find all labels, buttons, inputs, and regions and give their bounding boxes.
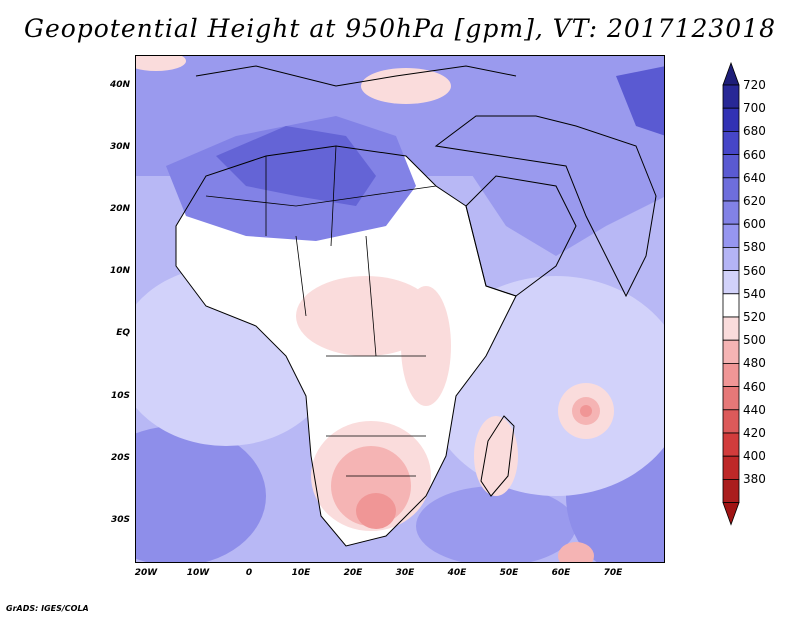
colorbar-swatch-480 — [722, 362, 740, 387]
lon-label-70e: 70E — [603, 568, 623, 578]
coastline-africa — [175, 145, 517, 547]
height-field-map — [136, 56, 664, 562]
lat-label-eq: EQ — [116, 328, 130, 338]
lon-label-50e: 50E — [499, 568, 519, 578]
lon-label-40e: 40E — [447, 568, 467, 578]
colorbar-swatch-680 — [722, 130, 740, 155]
colorbar-swatch-580 — [722, 246, 740, 271]
lat-label-10s: 10S — [110, 391, 130, 401]
asia-high — [456, 76, 664, 256]
lat-label-30n: 30N — [109, 142, 130, 152]
colorbar-swatch-640 — [722, 177, 740, 202]
colorbar-label-580: 580 — [743, 240, 766, 255]
lon-label-10e: 10E — [291, 568, 311, 578]
southern-africa-core — [356, 493, 396, 529]
colorbar-swatch-420 — [722, 432, 740, 457]
colorbar-label-680: 680 — [743, 124, 766, 139]
colorbar-label-640: 640 — [743, 170, 766, 185]
coastline-asia — [434, 115, 657, 298]
colorbar-label-420: 420 — [743, 426, 766, 440]
colorbar-label-380: 380 — [743, 472, 766, 487]
map-panel — [135, 55, 665, 563]
east-africa-warm — [401, 286, 451, 406]
colorbar-swatch-560 — [722, 270, 740, 295]
colorbar-label-440: 440 — [743, 402, 766, 417]
lat-label-30s: 30S — [110, 515, 130, 525]
lat-label-10n: 10N — [109, 266, 130, 276]
colorbar-label-600: 600 — [743, 217, 766, 232]
colorbar-top-arrow — [722, 61, 740, 86]
colorbar-label-480: 480 — [743, 356, 766, 371]
colorbar-swatch-500 — [722, 339, 740, 364]
colorbar-swatch-400 — [722, 455, 740, 480]
colorbar-label-500: 500 — [743, 333, 766, 348]
madagascar-warm — [474, 416, 518, 496]
colorbar-swatch-540 — [722, 293, 740, 318]
coastline-europe — [195, 65, 517, 87]
lon-label-20w: 20W — [134, 568, 158, 578]
colorbar-label-520: 520 — [743, 310, 766, 324]
colorbar-swatch-660 — [722, 154, 740, 179]
colorbar-label-400: 400 — [743, 449, 766, 464]
colorbar-swatch-440 — [722, 409, 740, 434]
map-title: Geopotential Height at 950hPa [gpm], VT:… — [23, 14, 777, 43]
south-indian-blob — [416, 486, 576, 562]
lon-label-0: 0 — [245, 568, 253, 578]
colorbar-swatch-720 — [722, 84, 740, 109]
colorbar-swatch-700 — [722, 107, 740, 132]
colorbar-swatch-620 — [722, 200, 740, 225]
colorbar-label-620: 620 — [743, 194, 766, 208]
colorbar-label-540: 540 — [743, 286, 766, 301]
south-atlantic-low — [136, 426, 266, 562]
colorbar-label-720: 720 — [743, 78, 766, 92]
colorbar-label-660: 660 — [743, 147, 766, 162]
footer-credit: GrADS: IGES/COLA — [6, 604, 89, 613]
country-borders — [205, 145, 437, 477]
colorbar-label-700: 700 — [743, 101, 766, 116]
south-indian-warm — [558, 542, 594, 562]
indian-ocean-low-core — [580, 405, 592, 417]
northwest-warm — [136, 56, 186, 71]
central-africa-warm — [296, 276, 436, 356]
coastline-madagascar — [480, 415, 515, 497]
coastline-arabia — [465, 175, 577, 297]
colorbar-bottom-arrow — [722, 502, 740, 526]
lon-label-30e: 30E — [395, 568, 415, 578]
colorbar-swatch-380 — [722, 478, 740, 503]
colorbar-swatch-460 — [722, 386, 740, 411]
mediterranean-warm — [361, 68, 451, 104]
tibet-high — [616, 66, 664, 136]
lon-label-10w: 10W — [186, 568, 210, 578]
colorbar-swatch-600 — [722, 223, 740, 248]
lat-label-40n: 40N — [109, 80, 130, 90]
colorbar-label-460: 460 — [743, 379, 766, 394]
colorbar-swatch-520 — [722, 316, 740, 341]
colorbar-label-560: 560 — [743, 263, 766, 278]
lon-label-20e: 20E — [343, 568, 363, 578]
lon-label-60e: 60E — [551, 568, 571, 578]
lat-label-20n: 20N — [109, 204, 130, 214]
lat-label-20s: 20S — [110, 453, 130, 463]
